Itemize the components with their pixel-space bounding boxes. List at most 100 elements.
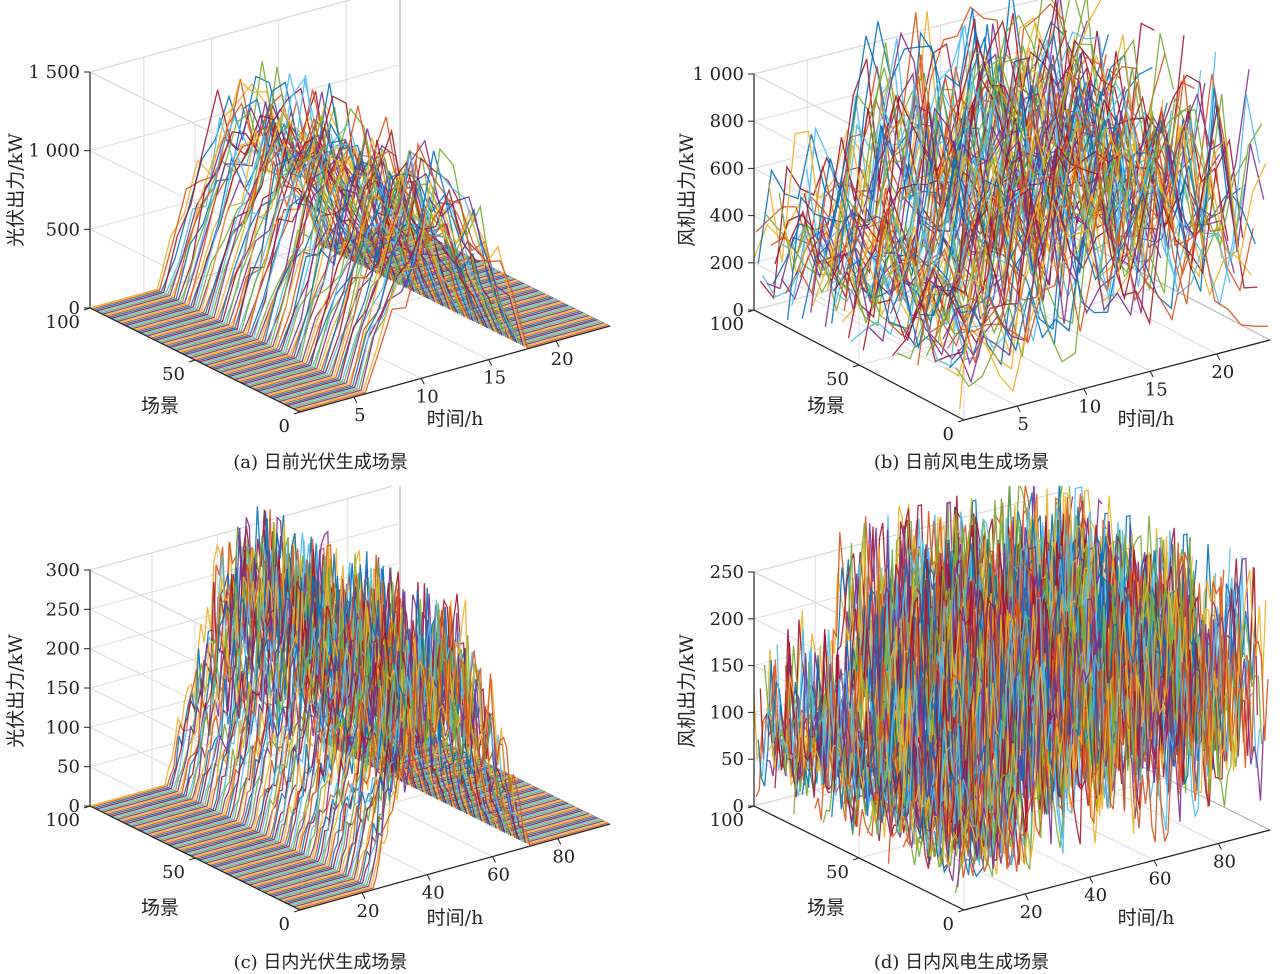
- series-line: [262, 607, 573, 892]
- z-tick-label: 50: [721, 749, 744, 770]
- series-line: [818, 67, 1126, 300]
- series-group: [89, 60, 609, 412]
- x-tick: [1089, 876, 1094, 884]
- series-line: [289, 599, 600, 906]
- series-line: [245, 616, 556, 884]
- series-line: [961, 581, 1269, 872]
- series-line: [291, 603, 602, 907]
- y-tick-label: 100: [46, 810, 80, 831]
- series-line: [950, 567, 1259, 865]
- series-line: [264, 173, 575, 395]
- z-tick-label: 200: [46, 639, 80, 660]
- series-line: [272, 157, 583, 400]
- z-tick-label: 1 000: [28, 141, 80, 162]
- series-line: [283, 141, 594, 405]
- series-group: [753, 0, 1268, 409]
- series-line: [165, 118, 476, 347]
- x-tick-label: 80: [552, 846, 575, 867]
- series-line: [925, 111, 1233, 357]
- z-tick-label: 0: [69, 796, 80, 817]
- x-tick-label: 5: [1017, 414, 1028, 435]
- series-line: [278, 179, 590, 403]
- y-axis-title: 场景: [141, 395, 179, 417]
- axes-group: 20406080050100050100150200250300时间/h场景光伏…: [5, 560, 611, 935]
- x-tick-label: 10: [416, 386, 439, 407]
- x-tick-label: 60: [487, 865, 510, 886]
- z-tick-label: 500: [46, 219, 80, 240]
- series-line: [142, 77, 453, 335]
- x-tick-label: 20: [551, 349, 574, 370]
- x-tick-label: 20: [357, 901, 380, 922]
- series-line: [961, 107, 1268, 364]
- z-tick-label: 0: [733, 796, 744, 817]
- x-tick: [1083, 388, 1088, 395]
- y-tick: [293, 411, 301, 415]
- x-tick: [1153, 860, 1158, 867]
- z-tick-label: 250: [710, 562, 744, 583]
- z-tick-label: 400: [710, 206, 744, 227]
- series-line: [295, 181, 606, 411]
- x-axis-line: [963, 829, 1271, 911]
- x-tick-label: 80: [1213, 851, 1236, 872]
- series-line: [133, 112, 445, 331]
- series-line: [241, 170, 552, 384]
- z-tick-label: 50: [57, 757, 80, 778]
- series-line: [236, 137, 548, 382]
- series-line: [278, 593, 590, 901]
- z-tick-label: 0: [733, 300, 744, 321]
- x-tick: [426, 874, 431, 881]
- z-tick-label: 250: [46, 599, 80, 620]
- y-tick-label: 50: [162, 364, 185, 385]
- series-line: [287, 188, 598, 407]
- series-line: [940, 141, 1248, 335]
- y-tick: [852, 857, 860, 861]
- y-tick-label: 100: [46, 312, 80, 333]
- x-tick: [555, 340, 560, 348]
- x-axis-line: [963, 339, 1271, 421]
- x-tick: [1218, 843, 1222, 850]
- x-tick: [420, 378, 425, 385]
- series-line: [243, 596, 554, 883]
- y-tick: [957, 909, 965, 913]
- series-line: [169, 134, 480, 349]
- y-tick: [852, 364, 860, 368]
- panel-wind-day-ahead: 5 10 15 20 0 50 100 0 200 400 600 800 1 000 时间/h 场景 风机出…: [641, 0, 1282, 486]
- series-line: [249, 588, 560, 886]
- y-tick-label: 100: [710, 314, 744, 335]
- y-axis-title: 场景: [807, 897, 845, 919]
- y-tick-label: 50: [826, 862, 849, 883]
- series-line: [232, 158, 543, 380]
- z-tick-label: 800: [710, 111, 744, 132]
- series-line: [951, 105, 1258, 306]
- series-line: [923, 119, 1231, 368]
- z-tick-label: 1 500: [28, 62, 80, 83]
- z-tick-label: 150: [710, 656, 744, 677]
- x-tick-label: 15: [483, 368, 506, 389]
- y-tick: [293, 909, 301, 913]
- x-axis-title: 时间/h: [1118, 907, 1175, 929]
- x-tick-label: 20: [1020, 902, 1043, 923]
- z-axis-title: 光伏出力/kW: [5, 133, 27, 247]
- series-line: [270, 587, 581, 897]
- series-line: [199, 156, 510, 363]
- z-tick-label: 600: [710, 158, 744, 179]
- z-tick-label: 150: [46, 678, 80, 699]
- series-line: [251, 173, 562, 389]
- x-tick: [492, 856, 496, 863]
- series-line: [150, 89, 462, 339]
- series-line: [297, 610, 609, 910]
- x-tick: [1016, 405, 1021, 413]
- x-axis-line: [299, 823, 611, 911]
- series-line: [291, 147, 602, 409]
- x-tick: [353, 396, 358, 404]
- series-line: [297, 198, 609, 412]
- series-line: [759, 13, 1067, 300]
- series-line: [129, 121, 441, 329]
- x-tick: [1149, 371, 1154, 378]
- series-line: [289, 168, 600, 408]
- series-line: [959, 569, 1267, 866]
- series-line: [274, 635, 585, 899]
- panel-wind-intraday: 20 40 60 80 0 50 100 0 50 100 150 200 250 时间/h 场景 风机出力/…: [641, 486, 1282, 973]
